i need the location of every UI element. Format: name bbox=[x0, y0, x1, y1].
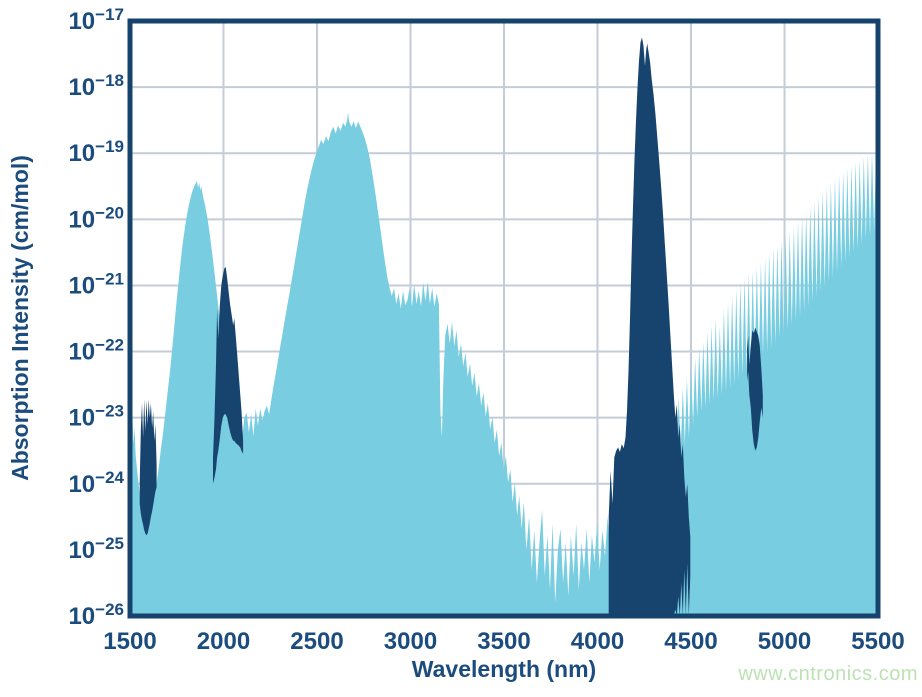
svg-text:10−24: 10−24 bbox=[68, 468, 124, 498]
y-axis-title: Absorption Intensity (cm/mol) bbox=[7, 155, 33, 481]
svg-text:10−23: 10−23 bbox=[68, 402, 124, 432]
x-tick-labels: 1500 2000 2500 3000 3500 4000 4500 5000 5500 bbox=[103, 628, 904, 655]
plot-frame bbox=[127, 18, 881, 619]
svg-text:4500: 4500 bbox=[664, 628, 717, 655]
y-tick-labels: 10−17 10−18 10−19 10−20 10−21 10−22 10−23 10−24… bbox=[68, 5, 124, 630]
svg-text:10−21: 10−21 bbox=[68, 269, 124, 299]
svg-text:5000: 5000 bbox=[758, 628, 811, 655]
dark-spectrum-areas bbox=[139, 37, 763, 616]
svg-text:10−22: 10−22 bbox=[68, 336, 124, 366]
svg-text:4000: 4000 bbox=[571, 628, 624, 655]
svg-text:10−17: 10−17 bbox=[68, 5, 124, 35]
svg-text:10−26: 10−26 bbox=[68, 600, 124, 630]
svg-text:1500: 1500 bbox=[103, 628, 156, 655]
svg-text:10−18: 10−18 bbox=[68, 71, 124, 101]
watermark-text: www.cntronics.com bbox=[738, 663, 918, 685]
svg-text:2000: 2000 bbox=[197, 628, 250, 655]
svg-text:10−19: 10−19 bbox=[68, 137, 124, 167]
svg-text:2500: 2500 bbox=[290, 628, 343, 655]
svg-text:10−20: 10−20 bbox=[68, 203, 124, 233]
svg-text:3000: 3000 bbox=[384, 628, 437, 655]
x-axis-title: Wavelength (nm) bbox=[411, 656, 597, 682]
svg-text:3500: 3500 bbox=[477, 628, 530, 655]
svg-text:10−25: 10−25 bbox=[68, 534, 124, 564]
light-spectrum-area bbox=[130, 112, 878, 616]
svg-text:5500: 5500 bbox=[851, 628, 904, 655]
